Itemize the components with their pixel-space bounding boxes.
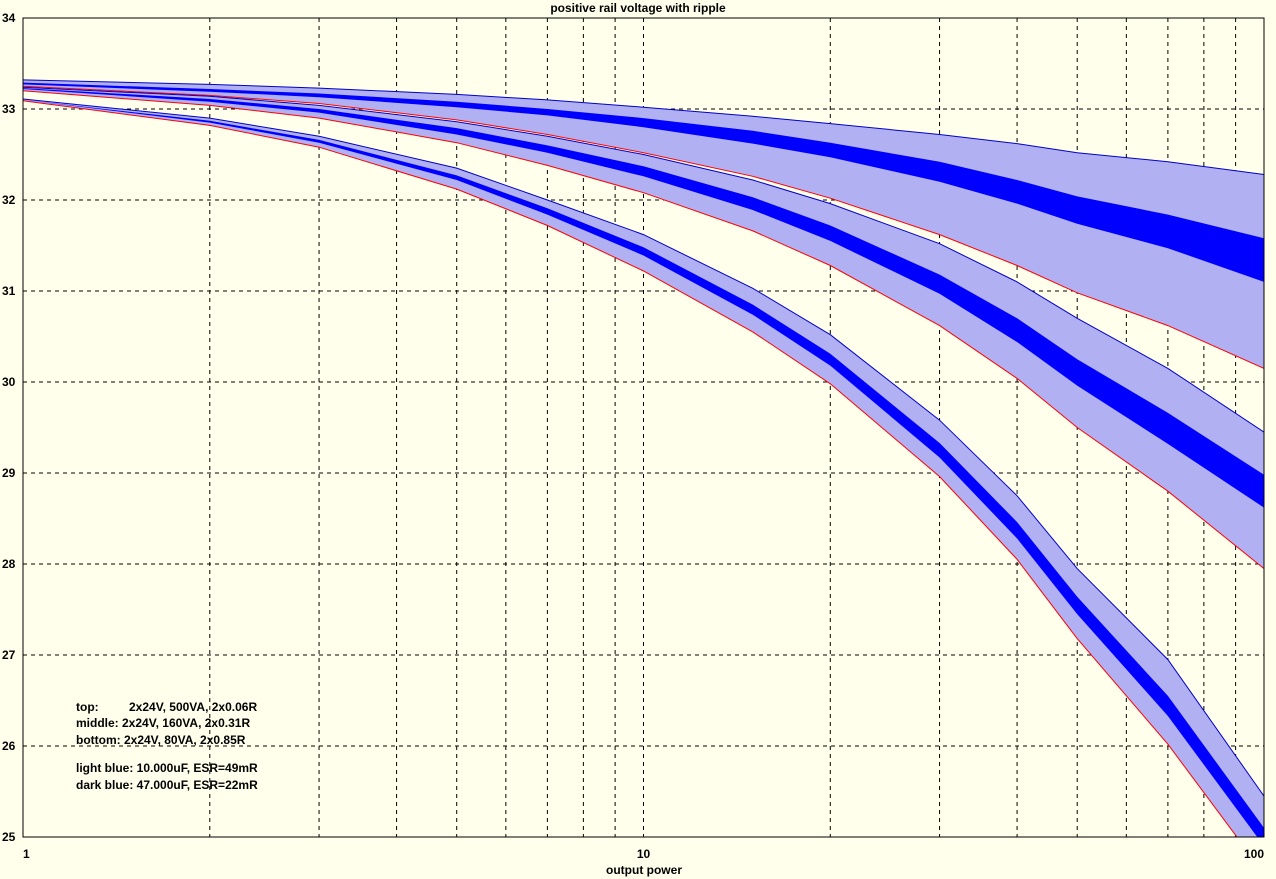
y-tick-label: 33 (2, 102, 16, 116)
legend-notes: top: 2x24V, 500VA, 2x0.06R middle: 2x24V… (76, 700, 258, 792)
y-tick-label: 30 (2, 375, 16, 389)
upper-edge-line-top (23, 79, 1264, 175)
upper-edge-line-middle (23, 86, 1264, 433)
series-group-middle (23, 86, 1264, 569)
tick-labels: 25 26 27 28 29 30 31 32 33 34 1 10 100 (2, 11, 1264, 861)
series-group-bottom (23, 98, 1264, 837)
series-group-top (23, 79, 1264, 369)
plot-frame (22, 17, 1265, 838)
y-tick-label: 26 (2, 739, 16, 753)
lower-edge-line-middle (23, 90, 1264, 569)
x-tick-label: 1 (23, 847, 30, 861)
light-blue-band-top (23, 79, 1264, 369)
y-tick-label: 34 (2, 11, 16, 25)
x-tick-label: 10 (637, 847, 651, 861)
dark-blue-band-middle (23, 88, 1264, 508)
lower-edge-line-bottom (23, 100, 1238, 837)
series-bands (23, 79, 1264, 837)
x-tick-label: 100 (1244, 847, 1264, 861)
y-tick-label: 28 (2, 557, 16, 571)
x-axis-label: output power (606, 863, 682, 877)
note-bottom: bottom: 2x24V, 80VA, 2x0.85R (76, 733, 246, 747)
y-tick-label: 32 (2, 193, 16, 207)
lower-edge-line-top (23, 85, 1264, 369)
chart-title: positive rail voltage with ripple (550, 1, 726, 15)
note-top-label: top: (76, 700, 99, 714)
y-tick-label: 27 (2, 648, 16, 662)
note-dark-blue: dark blue: 47.000uF, ESR=22mR (76, 778, 258, 792)
note-middle: middle: 2x24V, 160VA, 2x0.31R (76, 716, 250, 730)
y-tick-label: 25 (2, 830, 16, 844)
light-blue-band-bottom (23, 99, 1264, 837)
note-top-spec: 2x24V, 500VA, 2x0.06R (129, 700, 257, 714)
dark-blue-band-bottom (23, 99, 1264, 837)
y-tick-label: 29 (2, 466, 16, 480)
note-light-blue: light blue: 10.000uF, ESR=49mR (76, 761, 258, 775)
dark-blue-band-top (23, 82, 1264, 282)
upper-edge-line-bottom (23, 98, 1264, 797)
y-tick-label: 31 (2, 284, 16, 298)
